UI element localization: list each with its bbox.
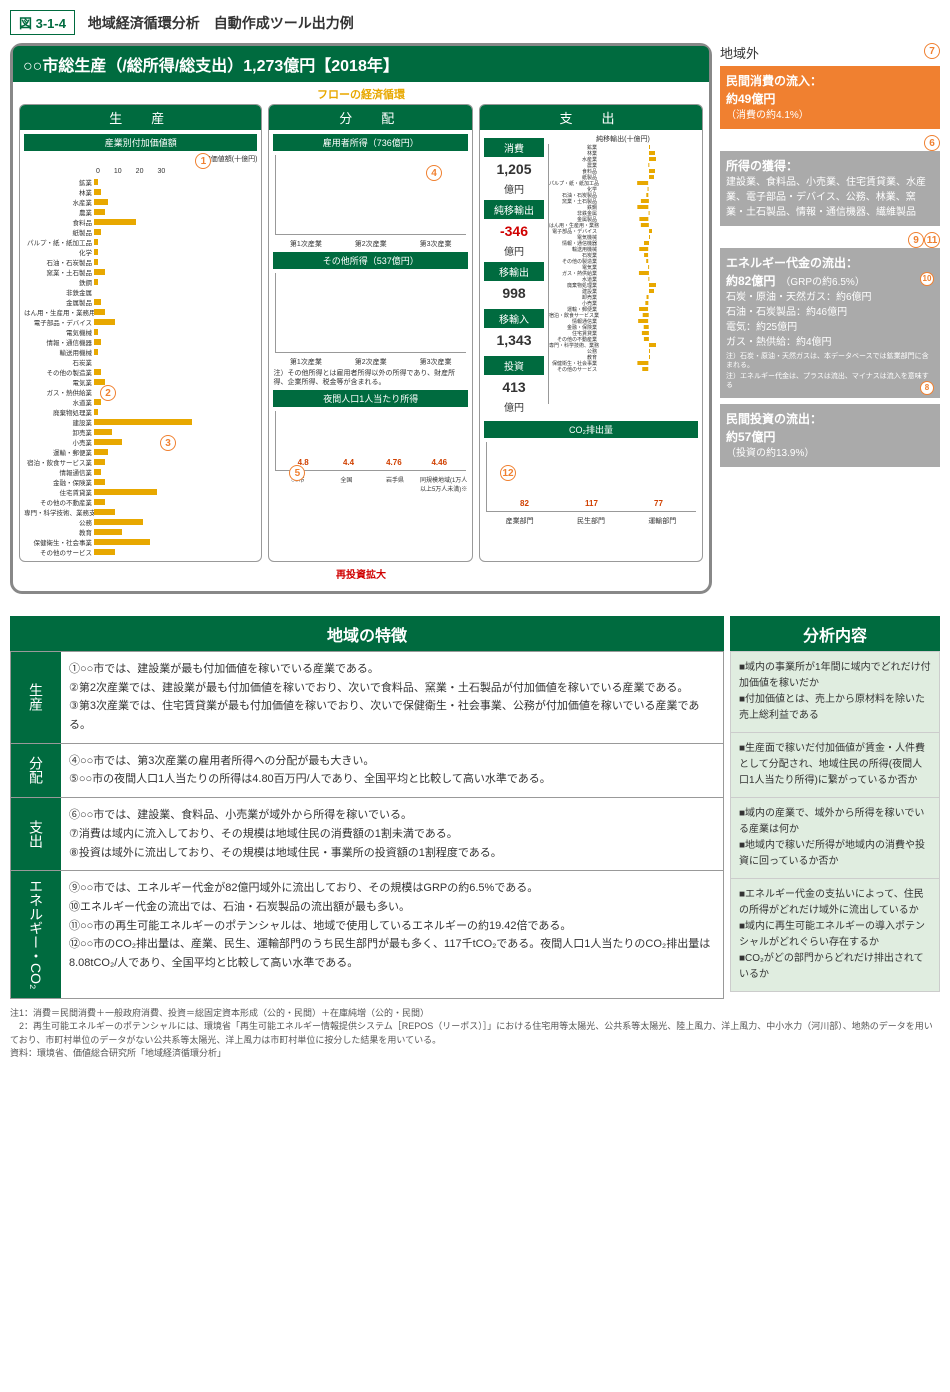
col-head-exp: 支 出	[480, 105, 702, 130]
ext-box-energy: エネルギー代金の流出： 約82億円 （GRPの約6.5%） 10 石炭・原油・天…	[720, 248, 940, 398]
co2-labels: 産業部門民生部門運輸部門	[484, 516, 698, 526]
other-chart	[275, 273, 466, 353]
figure-title: 地域経済循環分析 自動作成ツール出力例	[88, 15, 354, 31]
co2-chart: 8211777	[486, 442, 696, 512]
ext-label: 地域外 7	[720, 43, 940, 62]
col-head-dist: 分 配	[269, 105, 472, 130]
marker-10: 10	[920, 272, 934, 286]
axis-scale: 0 10 20 30	[24, 166, 257, 176]
top-bar: ○○市総生産（/総所得/総支出）1,273億円【2018年】	[13, 46, 709, 82]
night-chart: 4.84.44.764.46	[275, 411, 466, 471]
ext-box-invest: 民間投資の流出： 約57億円 （投資の約13.9%）	[720, 404, 940, 467]
marker-8: 8	[920, 381, 934, 395]
ext-box-consumption: 民間消費の流入： 約49億円 （消費の約4.1%）	[720, 66, 940, 129]
col-head-prod: 生 産	[20, 105, 261, 130]
marker-9: 9	[908, 232, 924, 248]
industry-hbar-chart: 鉱業林業水産業農業食料品紙製品パルプ・紙・紙加工品化学石油・石炭製品窯業・土石製…	[24, 177, 257, 556]
analysis-head: 分析内容	[730, 616, 940, 652]
figure-label: 図 3-1-4	[10, 10, 75, 35]
flow-label: フローの経済循環	[19, 86, 703, 102]
other-note: 注）その他所得とは雇用者所得以外の所得であり、財産所得、企業所得、税金等が含まれ…	[273, 369, 468, 387]
marker-7: 7	[924, 43, 940, 59]
other-labels: 第1次産業第2次産業第3次産業	[273, 357, 468, 367]
emp-income-title: 雇用者所得（736億円）	[273, 134, 468, 151]
net-export-chart: 鉱業林業水産業農業食料品紙製品パルプ・紙・紙加工品化学石油・石炭製品窯業・土石製…	[548, 144, 698, 404]
sub-head-industry: 産業別付加価値額	[24, 134, 257, 151]
axis-label: 付加価値額(十億円)	[24, 154, 257, 164]
marker-2: 2	[100, 385, 116, 401]
reinvest-label: 再投資拡大	[19, 566, 703, 581]
stats-column: 消費1,205億円純移輸出-346億円移輸出998移輸入1,343投資413億円	[484, 134, 544, 418]
marker-4: 4	[426, 165, 442, 181]
main-diagram: ○○市総生産（/総所得/総支出）1,273億円【2018年】 フローの経済循環 …	[10, 43, 712, 594]
marker-12: 12	[500, 465, 516, 481]
analysis-table: ■域内の事業所が1年間に域内でどれだけ付加価値を稼いだか■付加価値とは、売上から…	[730, 651, 940, 992]
features-table: 生産①○○市では、建設業が最も付加価値を稼いでいる産業である。②第2次産業では、…	[10, 651, 724, 999]
night-title: 夜間人口1人当たり所得	[273, 390, 468, 407]
feature-head: 地域の特徴	[10, 616, 724, 652]
marker-11: 11	[924, 232, 940, 248]
co2-title: CO₂排出量	[484, 421, 698, 438]
external-panel: 地域外 7 民間消費の流入： 約49億円 （消費の約4.1%） 6 所得の獲得：…	[720, 43, 940, 606]
ext-box-income: 所得の獲得： 建設業、食料品、小売業、住宅賃貸業、水産業、電子部品・デバイス、公…	[720, 151, 940, 226]
footnotes: 注1：消費＝民間消費＋一般政府消費、投資＝総固定資本形成（公的・民間）＋在庫純増…	[10, 1007, 940, 1061]
marker-3: 3	[160, 435, 176, 451]
net-export-title: 純移輸出(十億円)	[548, 134, 698, 144]
emp-labels: 第1次産業第2次産業第3次産業	[273, 239, 468, 249]
other-income-title: その他所得（537億円）	[273, 252, 468, 269]
marker-6: 6	[924, 135, 940, 151]
